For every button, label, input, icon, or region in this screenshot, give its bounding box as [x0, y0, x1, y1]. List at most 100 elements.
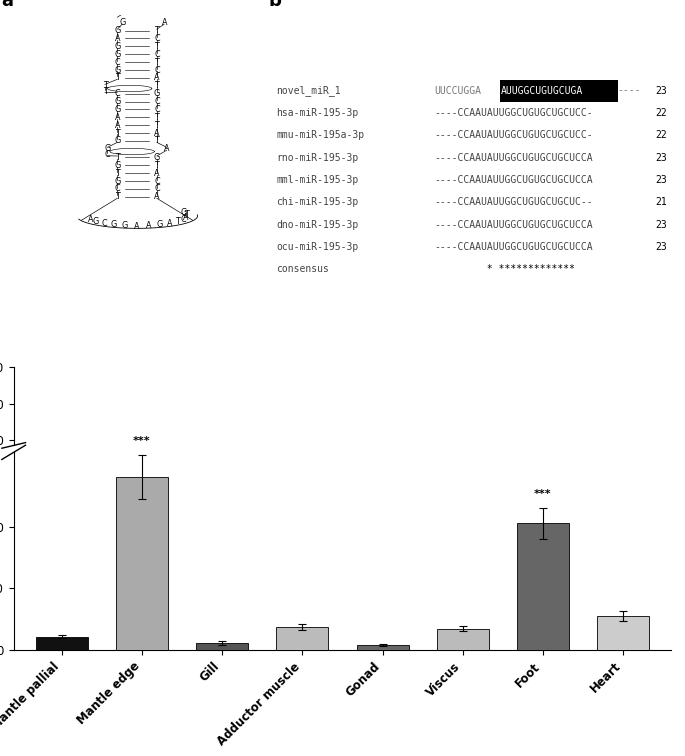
Text: a: a [1, 0, 14, 10]
Bar [356, 645, 409, 650]
Bar [437, 628, 489, 650]
Text: G: G [104, 144, 110, 153]
Text: * *************: * ************* [434, 265, 575, 274]
Text: G: G [114, 161, 121, 170]
Text: 22: 22 [656, 130, 667, 141]
Text: C: C [114, 57, 120, 67]
Bar [116, 477, 168, 650]
Text: G: G [180, 208, 186, 217]
Text: G: G [114, 136, 121, 145]
Text: A: A [166, 219, 172, 228]
Text: T: T [184, 210, 188, 219]
Text: G: G [114, 97, 121, 106]
Text: A: A [164, 144, 169, 153]
Text: T: T [154, 57, 159, 67]
Text: rno-miR-195-3p: rno-miR-195-3p [277, 153, 359, 163]
Text: AUUGGCUGUGCUGA: AUUGGCUGUGCUGA [501, 85, 584, 95]
Text: C: C [154, 177, 160, 185]
Text: 23: 23 [656, 85, 667, 95]
Text: A: A [154, 129, 160, 138]
Bar [437, 543, 489, 549]
Text: ----CCAAUAUUGGCUGUGCUGCUCCA: ----CCAAUAUUGGCUGUGCUGCUCCA [434, 242, 593, 252]
Text: T: T [103, 81, 108, 90]
Text: C: C [154, 66, 160, 75]
Text: T: T [115, 153, 120, 162]
Text: ----CCAAUAUUGGCUGUGCUGCUCCA: ----CCAAUAUUGGCUGUGCUGCUCCA [434, 153, 593, 163]
Text: C: C [180, 215, 186, 224]
Text: G: G [121, 222, 127, 231]
Text: C: C [154, 34, 160, 43]
Text: 23: 23 [656, 242, 667, 252]
Text: T: T [103, 87, 108, 96]
Text: ***: *** [534, 488, 552, 499]
Text: mmu-miR-195a-3p: mmu-miR-195a-3p [277, 130, 364, 141]
Bar [517, 523, 569, 650]
Bar [36, 545, 88, 549]
Text: 21: 21 [656, 197, 667, 207]
Text: ----CCAAUAUUGGCUGUGCUGCUCCA: ----CCAAUAUUGGCUGUGCUGCUCCA [434, 220, 593, 230]
Text: A: A [134, 222, 139, 231]
Text: 23: 23 [656, 220, 667, 230]
Text: dno-miR-195-3p: dno-miR-195-3p [277, 220, 359, 230]
Text: C: C [154, 97, 160, 106]
Text: G: G [114, 42, 121, 51]
Text: T: T [115, 73, 120, 82]
Text: ----CCAAUAUUGGCUGUGCUGCUCC-: ----CCAAUAUUGGCUGUGCUGCUCC- [434, 108, 593, 118]
Text: A: A [114, 121, 120, 130]
Text: T: T [154, 136, 159, 145]
Text: G: G [153, 89, 160, 98]
Text: ***: *** [133, 436, 151, 446]
Text: C: C [101, 219, 107, 228]
Text: b: b [269, 0, 282, 10]
Text: G: G [156, 221, 162, 230]
Text: T: T [154, 113, 159, 122]
Text: A: A [162, 18, 167, 27]
Text: consensus: consensus [277, 265, 329, 274]
Text: 22: 22 [656, 108, 667, 118]
Text: C: C [114, 184, 120, 194]
Text: C: C [154, 105, 160, 114]
Text: A: A [114, 113, 120, 122]
Text: C: C [154, 184, 160, 194]
Text: G: G [114, 50, 121, 59]
Text: 23: 23 [656, 175, 667, 185]
Bar [597, 616, 649, 650]
Text: T: T [154, 161, 159, 170]
Text: chi-miR-195-3p: chi-miR-195-3p [277, 197, 359, 207]
Text: A: A [145, 222, 151, 231]
Text: C: C [154, 50, 160, 59]
Text: novel_miR_1: novel_miR_1 [277, 85, 341, 96]
Text: T: T [115, 192, 120, 201]
Text: mml-miR-195-3p: mml-miR-195-3p [277, 175, 359, 185]
Text: 23: 23 [656, 153, 667, 163]
Bar [276, 627, 329, 650]
Text: A: A [88, 215, 93, 224]
Text: G: G [114, 66, 121, 75]
Text: G: G [93, 217, 99, 226]
Text: A: A [114, 34, 120, 43]
Text: ----CCAAUAUUGGCUGUGCUGCUCCA: ----CCAAUAUUGGCUGUGCUGCUCCA [434, 175, 593, 185]
Bar [597, 539, 649, 549]
Text: C: C [114, 89, 120, 98]
Bar [196, 547, 248, 549]
Bar [36, 637, 88, 650]
Text: ocu-miR-195-3p: ocu-miR-195-3p [277, 242, 359, 252]
Text: ----CCAAUAUUGGCUGUGCUGCUCC-: ----CCAAUAUUGGCUGUGCUGCUCC- [434, 130, 593, 141]
Text: T: T [154, 26, 159, 35]
Bar [356, 547, 409, 549]
Text: T: T [175, 217, 179, 226]
Bar [196, 643, 248, 650]
Text: A: A [154, 192, 160, 201]
Bar [116, 498, 168, 549]
Text: hsa-miR-195-3p: hsa-miR-195-3p [277, 108, 359, 118]
Text: G: G [153, 153, 160, 162]
Text: T: T [154, 121, 159, 130]
Text: T: T [154, 42, 159, 51]
Text: T: T [115, 169, 120, 178]
Bar [517, 512, 569, 549]
Bar [276, 542, 329, 549]
Text: T: T [154, 81, 159, 90]
Bar [500, 80, 618, 102]
Text: A: A [154, 169, 160, 178]
Text: A: A [183, 212, 189, 222]
